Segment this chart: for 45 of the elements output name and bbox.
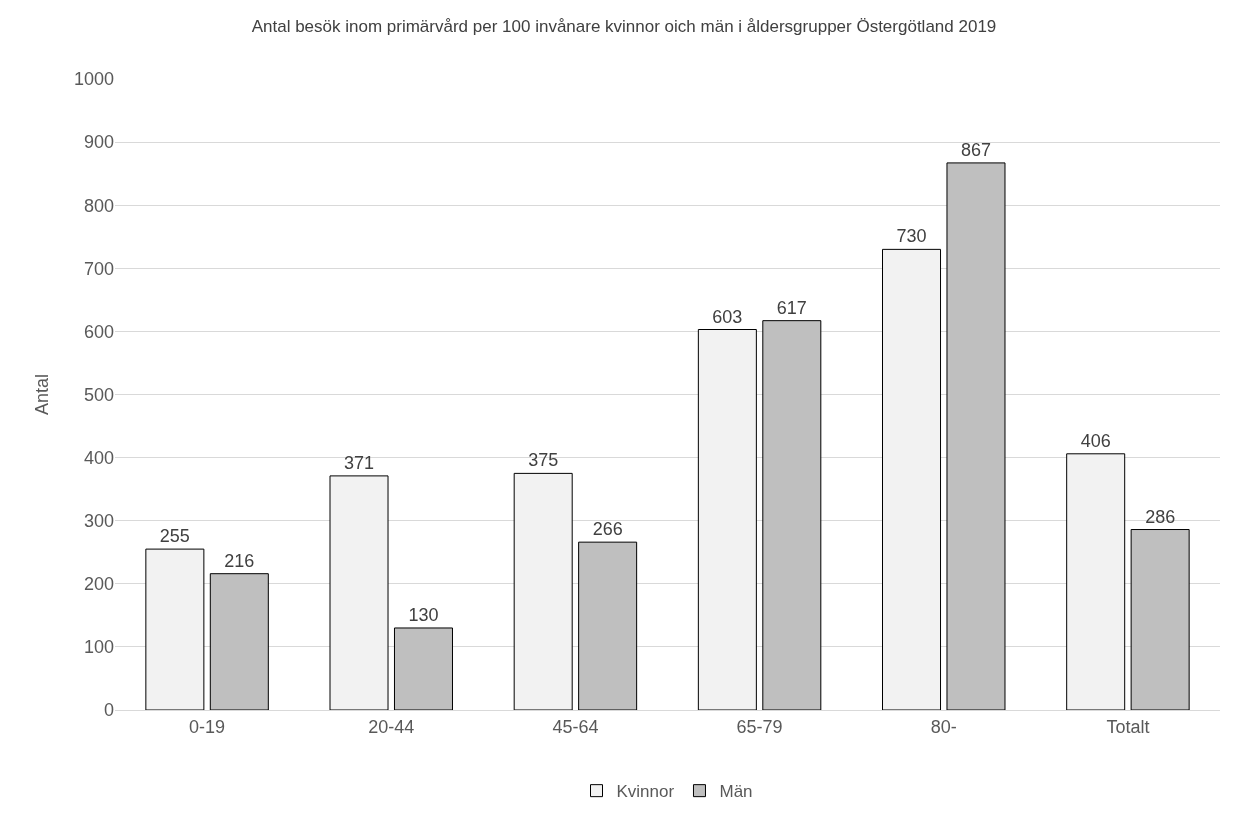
chart-title: Antal besök inom primärvård per 100 invånare kvinnor oich män i åldersgrupper Östergötland 2019 <box>251 17 997 37</box>
y-tick-label: 700 <box>83 258 114 279</box>
y-tick-label: 100 <box>83 637 114 658</box>
bar <box>946 162 1006 710</box>
data-label: 406 <box>1080 430 1111 451</box>
bar <box>1066 453 1126 710</box>
y-tick-label: 900 <box>83 132 114 153</box>
x-tick-label: 45-64 <box>552 716 599 737</box>
y-axis-title: Antal <box>32 373 53 416</box>
data-label: 266 <box>592 519 623 540</box>
bar <box>697 329 757 710</box>
bar <box>578 541 638 710</box>
x-tick-label: 20-44 <box>368 716 415 737</box>
y-tick-label: 400 <box>83 447 114 468</box>
y-tick-label: 300 <box>83 511 114 531</box>
legend-label: Kvinnor <box>616 782 675 802</box>
data-label: 730 <box>896 226 927 247</box>
bar <box>145 548 205 710</box>
data-label: 255 <box>159 526 190 547</box>
x-tick-label: 0-19 <box>189 716 226 737</box>
data-label: 130 <box>408 604 439 625</box>
data-label: 617 <box>776 297 807 318</box>
bar <box>882 248 942 710</box>
y-tick-label: 200 <box>83 574 114 595</box>
y-tick-label: 0 <box>103 700 114 721</box>
data-label: 603 <box>712 306 743 327</box>
data-label: 867 <box>960 139 991 160</box>
x-tick-label: Totalt <box>1106 716 1150 737</box>
x-tick-label: 65-79 <box>736 716 783 737</box>
bar <box>762 320 822 710</box>
data-label: 375 <box>528 450 559 471</box>
y-tick-label: 500 <box>83 384 114 405</box>
data-label: 216 <box>224 550 255 571</box>
bar <box>209 573 269 710</box>
y-tick-label: 600 <box>83 321 114 342</box>
bar <box>393 627 453 710</box>
data-label: 286 <box>1145 506 1176 527</box>
bar <box>329 475 389 710</box>
bar <box>513 472 573 710</box>
legend-label: Män <box>719 782 753 802</box>
data-label: 371 <box>344 452 375 473</box>
x-tick-label: 80- <box>930 716 957 737</box>
bar <box>1130 529 1190 710</box>
y-tick-label: 800 <box>83 195 114 216</box>
y-tick-label: 1000 <box>73 69 114 90</box>
